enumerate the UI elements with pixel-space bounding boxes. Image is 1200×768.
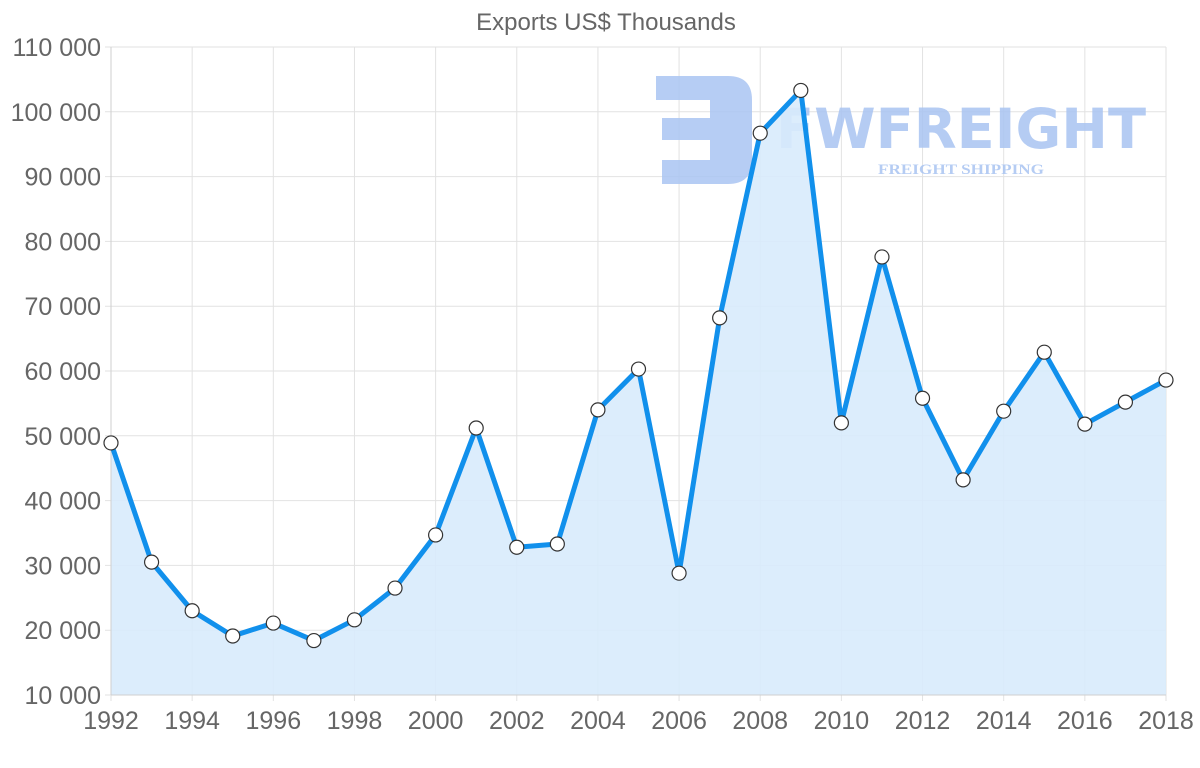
axes (110, 47, 1166, 696)
watermark-logo-icon (656, 76, 752, 184)
data-point[interactable]: 2011: 77600 (874, 249, 890, 265)
x-tick-label: 1996 (245, 707, 301, 735)
data-point[interactable]: 2008: 96700 (752, 125, 768, 141)
data-point[interactable]: 1995: 19100 (225, 628, 241, 644)
data-point[interactable]: 1992: 48900 (103, 435, 119, 451)
y-tick-label: 100 000 (11, 99, 101, 127)
y-tick-label: 40 000 (25, 488, 101, 516)
data-point[interactable]: 2009: 103300 (793, 82, 809, 99)
y-tick-label: 10 000 (25, 682, 101, 710)
data-point[interactable]: 2003: 33300 (549, 536, 565, 552)
data-point[interactable]: 2007: 68200 (712, 310, 728, 326)
y-tick-label: 80 000 (25, 228, 101, 256)
y-tick-label: 70 000 (25, 293, 101, 321)
data-point[interactable]: 1993: 30500 (143, 554, 160, 570)
data-point[interactable]: 2018: 58600 (1158, 372, 1174, 388)
x-tick-label: 2016 (1057, 707, 1113, 735)
data-markers: 1992: 48900 1993: 30500 1994: 23000 1995: 1… (103, 82, 1174, 649)
data-point[interactable]: 2001: 51200 (468, 420, 484, 436)
x-tick-label: 2002 (489, 707, 545, 735)
x-tick-label: 2010 (814, 707, 870, 735)
y-tick-label: 90 000 (25, 164, 101, 192)
area-fill (111, 90, 1166, 695)
data-point[interactable]: 2016: 51800 (1077, 416, 1093, 432)
data-point[interactable]: 2010: 52000 (833, 415, 849, 431)
x-tick-label: 2018 (1138, 707, 1194, 735)
data-point[interactable]: 1996: 21100 (265, 615, 281, 631)
x-tick-label: 2006 (651, 707, 707, 735)
y-tick-label: 50 000 (25, 423, 101, 451)
x-tick-label: 1994 (164, 707, 220, 735)
chart-title: Exports US$ Thousands (476, 9, 736, 36)
y-tick-label: 30 000 (25, 552, 101, 580)
x-tick-label: 2000 (408, 707, 464, 735)
y-axis-ticks: 10 000 20 000 30 000 40 000 50 000 60 000 70 0… (11, 34, 101, 710)
x-tick-label: 2004 (570, 707, 626, 735)
watermark-tagline: FREIGHT SHIPPING (878, 162, 1044, 178)
y-tick-label: 20 000 (25, 617, 101, 645)
x-tick-label: 1992 (83, 707, 139, 735)
x-tick-label: 2012 (895, 707, 951, 735)
data-point[interactable]: 1997: 18400 (306, 632, 322, 649)
data-point[interactable]: 2002: 32800 (509, 539, 525, 555)
watermark-brand: FWFREIGHT (776, 97, 1146, 161)
series-area (111, 90, 1166, 695)
data-point[interactable]: 2006: 28800 (671, 565, 687, 581)
data-point[interactable]: 2015: 62900 (1036, 344, 1052, 360)
x-axis-ticks: 1992 1994 1996 1998 2000 2002 2004 2006 2008 2010… (83, 707, 1194, 735)
data-point[interactable]: 2005: 60300 (630, 361, 647, 377)
y-tick-label: 60 000 (25, 358, 101, 386)
data-point[interactable]: 2017: 55200 (1117, 394, 1134, 410)
data-point[interactable]: 1998: 21600 (346, 612, 363, 628)
data-point[interactable]: 1994: 23000 (184, 603, 200, 619)
data-point[interactable]: 2013: 43200 (955, 472, 971, 488)
data-point[interactable]: 2004: 54000 (590, 402, 606, 418)
y-tick-label: 110 000 (12, 34, 101, 62)
x-tick-label: 1998 (327, 707, 383, 735)
data-point[interactable]: 2000: 34700 (428, 527, 444, 543)
data-point[interactable]: 1999: 26500 (387, 580, 403, 596)
data-point[interactable]: 2012: 55800 (914, 390, 931, 406)
watermark: FWFREIGHT FREIGHT SHIPPING (656, 76, 1146, 184)
x-tick-label: 2014 (976, 707, 1032, 735)
x-tick-label: 2008 (732, 707, 788, 735)
data-point[interactable]: 2014: 53800 (996, 403, 1012, 419)
